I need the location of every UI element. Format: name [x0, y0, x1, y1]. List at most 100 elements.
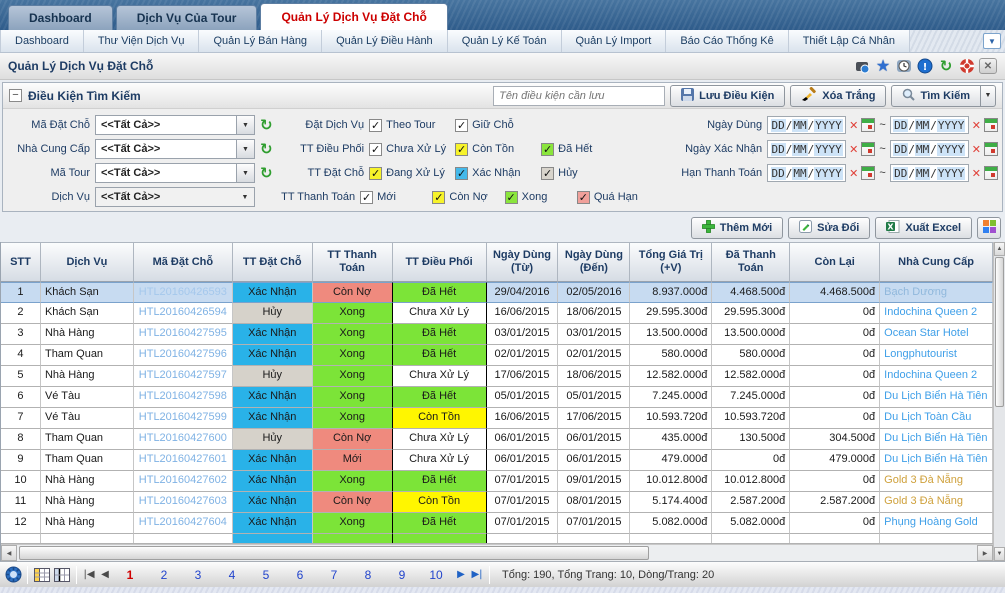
refresh-icon[interactable]: ↻ — [939, 57, 953, 75]
first-page-button[interactable]: |◀ — [83, 569, 95, 580]
column-header[interactable]: TT Điều Phối — [392, 242, 487, 282]
vertical-scrollbar[interactable]: ▲ ▼ — [993, 242, 1005, 561]
calendar-icon[interactable] — [861, 142, 876, 156]
filter-select[interactable]: <<Tất Cả>> ▼ — [95, 187, 255, 207]
filter-checkbox-option[interactable]: ✓ Xong — [504, 190, 577, 204]
calendar-icon[interactable] — [984, 166, 998, 180]
cell-ncc[interactable]: Du Lịch Toàn Cầu — [880, 408, 994, 429]
menu-item[interactable]: Quản Lý Bán Hàng — [199, 30, 323, 52]
filter-checkbox-option[interactable]: ✓ Còn Tồn — [455, 142, 541, 156]
close-icon[interactable]: ✕ — [979, 58, 997, 74]
cell-ncc[interactable]: Phụng Hoàng Gold — [880, 513, 994, 534]
column-header[interactable]: Mã Đặt Chỗ — [133, 242, 233, 282]
cell-ma[interactable]: HTL20160427595 — [133, 324, 233, 345]
clear-date-icon[interactable]: ✕ — [971, 118, 981, 132]
refresh-icon[interactable]: ↻ — [260, 116, 273, 134]
column-header[interactable]: Tổng Giá Trị (+V) — [630, 242, 713, 282]
column-header[interactable]: TT Thanh Toán — [312, 242, 393, 282]
checkbox-icon[interactable]: ✓ — [369, 142, 383, 156]
cell-ma[interactable]: HTL20160427599 — [133, 408, 233, 429]
next-page-button[interactable]: ▶ — [457, 569, 465, 580]
cell-ncc[interactable]: Du Lịch Biển Hà Tiên — [880, 450, 994, 471]
date-input[interactable]: DD / MM / YYYY — [767, 164, 847, 182]
cell-ma[interactable]: HTL20160427597 — [133, 366, 233, 387]
date-input[interactable]: DD / MM / YYYY — [889, 164, 969, 182]
date-input[interactable]: DD / MM / YYYY — [889, 116, 969, 134]
table-row[interactable]: 11 Nhà Hàng HTL20160427603 Xác Nhận Còn Nợ Cò… — [1, 492, 994, 513]
last-page-button[interactable]: ▶| — [471, 569, 483, 580]
menu-item[interactable]: Báo Cáo Thống Kê — [666, 30, 789, 52]
checkbox-icon[interactable]: ✓ — [369, 166, 383, 180]
table-row[interactable]: 4 Tham Quan HTL20160427596 Xác Nhận Xong Đã H… — [1, 345, 994, 366]
cell-ma[interactable]: HTL20160427601 — [133, 450, 233, 471]
table-row[interactable]: 5 Nhà Hàng HTL20160427597 Hủy Xong Chưa Xử Lý… — [1, 366, 994, 387]
refresh-icon[interactable]: ↻ — [260, 140, 273, 158]
scroll-left-icon[interactable]: ◀ — [1, 545, 17, 561]
table-row[interactable]: 3 Nhà Hàng HTL20160427595 Xác Nhận Xong Đã Hế… — [1, 324, 994, 345]
calendar-icon[interactable] — [984, 118, 998, 132]
snapshot-icon[interactable] — [853, 57, 871, 75]
save-criteria-button[interactable]: Lưu Điều Kiện — [670, 84, 786, 107]
window-tab[interactable]: Dịch Vụ Của Tour — [115, 5, 258, 30]
menu-item[interactable]: Thiết Lập Cá Nhân — [789, 30, 911, 52]
chevron-down-icon[interactable]: ▼ — [236, 116, 254, 134]
column-header[interactable]: Đã Thanh Toán — [712, 242, 791, 282]
filter-checkbox-option[interactable]: ✓ Theo Tour — [369, 118, 455, 132]
column-header[interactable]: Còn Lại — [790, 242, 881, 282]
checkbox-icon[interactable]: ✓ — [504, 190, 518, 204]
horizontal-scrollbar[interactable]: ◀ ▶ — [1, 544, 993, 561]
filter-checkbox-option[interactable]: ✓ Mới — [360, 190, 432, 204]
menu-item[interactable]: Dashboard — [0, 30, 84, 52]
vertical-scroll-thumb[interactable] — [995, 257, 1004, 407]
checkbox-icon[interactable]: ✓ — [369, 118, 383, 132]
search-button[interactable]: Tìm Kiếm — [891, 84, 981, 107]
show-columns-icon[interactable] — [32, 565, 52, 585]
cell-ncc[interactable]: Longphutourist — [880, 345, 994, 366]
cell-ncc[interactable]: Gold 3 Đà Nẵng — [880, 492, 994, 513]
menu-item[interactable]: Quản Lý Kế Toán — [448, 30, 562, 52]
checkbox-icon[interactable]: ✓ — [432, 190, 446, 204]
cell-ncc[interactable]: Du Lịch Biển Hà Tiên — [880, 387, 994, 408]
cell-ncc[interactable]: Bạch Dương — [880, 282, 994, 303]
menu-item[interactable]: Quản Lý Điều Hành — [322, 30, 448, 52]
column-header[interactable]: Dịch Vụ — [40, 242, 134, 282]
date-input[interactable]: DD / MM / YYYY — [889, 140, 969, 158]
page-number[interactable]: 2 — [160, 567, 168, 582]
table-row[interactable]: 2 Khách Sạn HTL20160426594 Hủy Xong Chưa Xử L… — [1, 303, 994, 324]
cell-ma[interactable]: HTL20160427600 — [133, 429, 233, 450]
table-row[interactable]: 12 Nhà Hàng HTL20160427604 Xác Nhận Xong Đã H… — [1, 513, 994, 534]
chevron-down-icon[interactable]: ▼ — [236, 140, 254, 158]
table-row[interactable]: 7 Vé Tàu HTL20160427599 Xác Nhận Xong Còn Tồn… — [1, 408, 994, 429]
page-number[interactable]: 8 — [364, 567, 372, 582]
menu-item[interactable]: Quản Lý Import — [562, 30, 667, 52]
favorite-star-icon[interactable]: ★ — [875, 58, 891, 75]
clear-date-icon[interactable]: ✕ — [849, 142, 859, 156]
column-header[interactable]: Ngày Dùng (Từ) — [486, 242, 559, 282]
color-legend-button[interactable] — [977, 217, 1001, 239]
cell-ma[interactable]: HTL20160427604 — [133, 513, 233, 534]
clear-date-icon[interactable]: ✕ — [971, 142, 981, 156]
cell-ncc[interactable]: Ocean Star Hotel — [880, 324, 994, 345]
menu-overflow-button[interactable]: ▼ — [983, 33, 1001, 49]
chevron-down-icon[interactable]: ▼ — [236, 164, 254, 182]
calendar-icon[interactable] — [984, 142, 998, 156]
column-header[interactable]: TT Đặt Chỗ — [232, 242, 313, 282]
filter-select[interactable]: <<Tất Cả>> ▼ — [95, 139, 255, 159]
column-header[interactable]: STT — [1, 242, 41, 282]
window-tab[interactable]: Dashboard — [8, 5, 113, 30]
filter-select[interactable]: <<Tất Cả>> ▼ — [95, 115, 255, 135]
scroll-up-icon[interactable]: ▲ — [994, 242, 1005, 256]
checkbox-icon[interactable]: ✓ — [541, 142, 555, 156]
clear-filters-button[interactable]: Xóa Trắng — [790, 84, 887, 107]
column-header[interactable]: Ngày Dùng (Đến) — [558, 242, 631, 282]
table-row[interactable]: 10 Nhà Hàng HTL20160427602 Xác Nhận Xong Đã H… — [1, 471, 994, 492]
filter-select[interactable]: <<Tất Cả>> ▼ — [95, 163, 255, 183]
cell-ncc[interactable]: Indochina Queen 2 — [880, 303, 994, 324]
filter-checkbox-option[interactable]: ✓ Đang Xử Lý — [369, 166, 455, 180]
search-options-arrow[interactable]: ▼ — [981, 84, 996, 107]
page-number[interactable]: 6 — [296, 567, 304, 582]
filter-checkbox-option[interactable]: ✓ Xác Nhận — [455, 166, 541, 180]
table-row[interactable]: 9 Tham Quan HTL20160427601 Xác Nhận Mới Chưa … — [1, 450, 994, 471]
page-number[interactable]: 3 — [194, 567, 202, 582]
clear-date-icon[interactable]: ✕ — [971, 166, 981, 180]
